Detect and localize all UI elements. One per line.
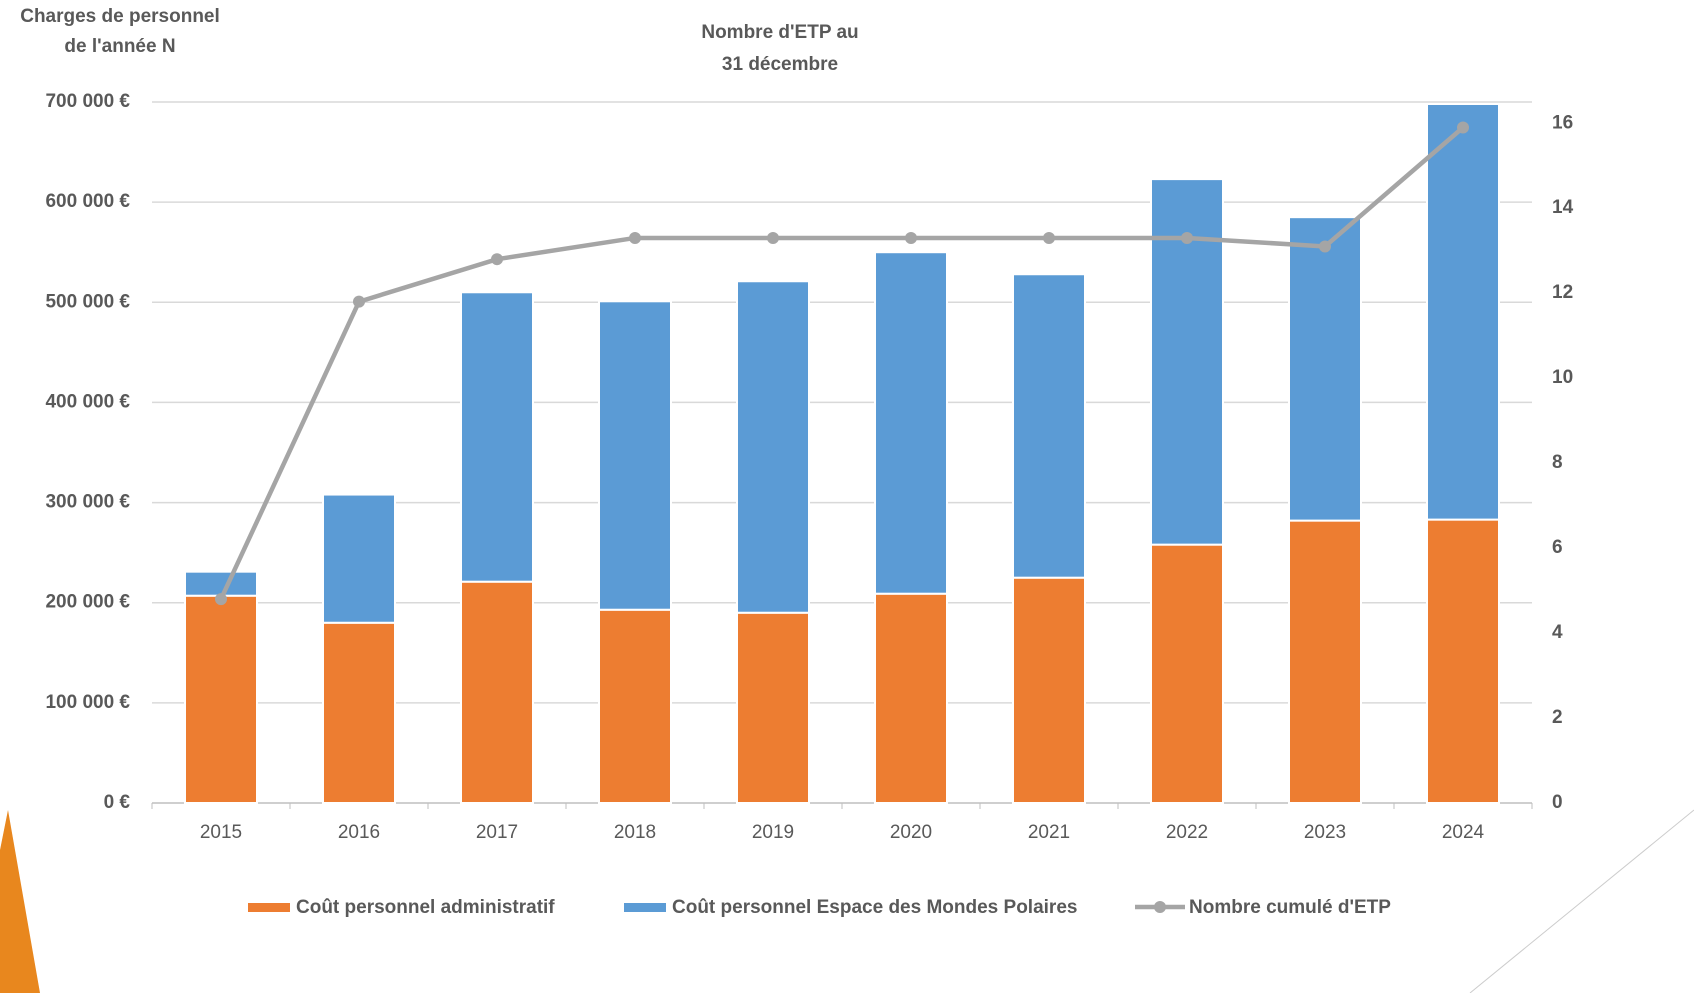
y2-axis-title: 31 décembre [722, 54, 838, 75]
x-tick-label: 2021 [1028, 822, 1070, 843]
legend-label: Nombre cumulé d'ETP [1189, 897, 1391, 918]
point [1319, 240, 1331, 253]
y-tick-label: 0 € [104, 792, 131, 813]
bar [736, 280, 810, 614]
point [767, 231, 779, 244]
y2-tick-label: 8 [1552, 452, 1563, 473]
y-tick-label: 700 000 € [45, 91, 130, 112]
point [491, 253, 503, 266]
bar [184, 594, 258, 804]
bar [460, 580, 534, 804]
y-axis-title: Charges de personnel [20, 6, 220, 27]
y-tick-label: 600 000 € [45, 191, 130, 212]
legend-swatch [1154, 901, 1166, 913]
y-tick-label: 200 000 € [45, 592, 130, 613]
y2-tick-label: 4 [1552, 622, 1563, 643]
bar [460, 291, 534, 583]
y2-tick-label: 14 [1552, 197, 1574, 218]
x-tick-label: 2016 [338, 822, 380, 843]
line [218, 125, 1465, 601]
point [215, 593, 227, 606]
decoration [1469, 809, 1694, 993]
y-tick-label: 400 000 € [45, 391, 130, 412]
y2-tick-label: 2 [1552, 707, 1563, 728]
point [1181, 231, 1193, 244]
x-tick-label: 2015 [200, 822, 242, 843]
y2-axis-title: Nombre d'ETP au [701, 22, 858, 43]
x-tick-label: 2023 [1304, 822, 1346, 843]
bar [598, 300, 672, 611]
y-tick-label: 500 000 € [45, 291, 130, 312]
legend-swatch [624, 903, 666, 912]
legend-label: Coût personnel administratif [296, 897, 555, 918]
point [353, 295, 365, 308]
x-tick-label: 2020 [890, 822, 932, 843]
x-tick-label: 2022 [1166, 822, 1208, 843]
point [905, 231, 917, 244]
y-axis-title: de l'année N [64, 36, 175, 57]
x-tick-label: 2019 [752, 822, 794, 843]
bar [1426, 103, 1500, 521]
decoration [0, 810, 40, 993]
bar [1426, 518, 1500, 804]
y2-tick-label: 0 [1552, 792, 1563, 813]
bar [1012, 273, 1086, 579]
x-tick-label: 2017 [476, 822, 518, 843]
point [629, 231, 641, 244]
bar [598, 608, 672, 805]
y2-tick-label: 12 [1552, 282, 1573, 303]
bar [322, 621, 396, 804]
y2-tick-label: 10 [1552, 367, 1573, 388]
legend-label: Coût personnel Espace des Mondes Polaire… [672, 897, 1077, 918]
bar [736, 611, 810, 804]
y2-tick-label: 6 [1552, 537, 1563, 558]
point [1043, 231, 1055, 244]
y2-tick-label: 16 [1552, 112, 1573, 133]
legend-swatch [248, 903, 290, 912]
bar [1288, 519, 1362, 805]
bar [184, 570, 258, 597]
point [1457, 121, 1469, 134]
y-tick-label: 100 000 € [45, 692, 130, 713]
bar [874, 251, 948, 595]
bar [1288, 216, 1362, 522]
x-tick-label: 2024 [1442, 822, 1485, 843]
x-tick-label: 2018 [614, 822, 656, 843]
bar [322, 493, 396, 624]
bar [1150, 543, 1224, 804]
y-tick-label: 300 000 € [45, 492, 130, 513]
bar [874, 592, 948, 804]
bar [1012, 576, 1086, 805]
